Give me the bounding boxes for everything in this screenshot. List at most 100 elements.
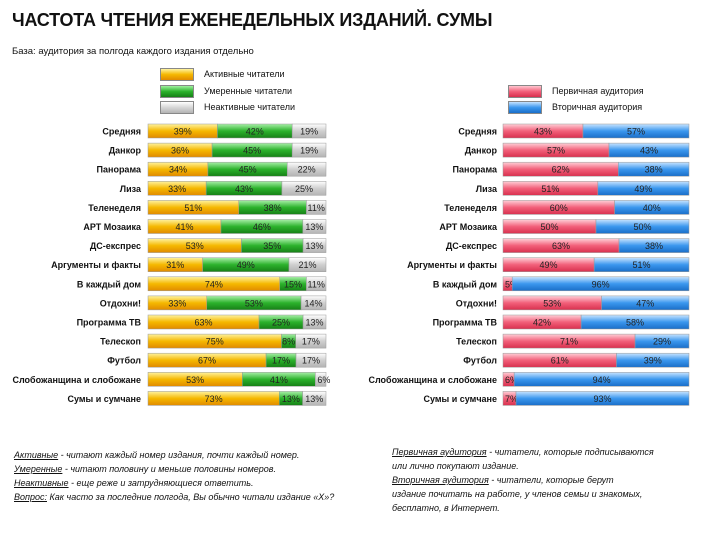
frequency-chart-label: Лиза (120, 184, 142, 194)
frequency-chart-label: Данкор (109, 146, 142, 156)
audience-chart: Средняя 43% 57% Данкор 57% 43% Панорама 62% 38% Л… (368, 123, 690, 406)
frequency-chart-value-label: 25% (295, 184, 313, 194)
frequency-chart-bar (288, 257, 327, 272)
frequency-chart-value-label: 73% (205, 394, 223, 404)
frequency-chart-label: Телескоп (100, 337, 141, 347)
frequency-chart-value-label: 41% (270, 375, 288, 385)
frequency-chart-value-label: 75% (206, 337, 224, 347)
audience-chart-bar (618, 238, 690, 253)
audience-chart-bar (601, 295, 690, 311)
frequency-chart-value-label: 35% (263, 241, 281, 251)
frequency-chart-bar (295, 352, 327, 368)
audience-chart-value-label: 38% (645, 241, 663, 251)
frequency-chart-value-label: 13% (306, 241, 324, 251)
audience-chart-value-label: 40% (643, 203, 661, 213)
audience-chart-value-label: 43% (534, 127, 552, 137)
frequency-chart-bar (291, 142, 327, 158)
frequency-chart-value-label: 36% (171, 146, 189, 156)
frequency-chart-value-label: 17% (272, 356, 290, 366)
audience-chart-label: АРТ Мозаика (439, 222, 498, 232)
frequency-chart-value-label: 39% (174, 127, 192, 137)
note-right-term: Первичная аудитория (392, 447, 487, 457)
frequency-chart-value-label: 53% (186, 375, 204, 385)
audience-chart-value-label: 39% (644, 356, 662, 366)
frequency-chart-label: Аргументы и факты (51, 260, 141, 270)
frequency-chart-bar (306, 276, 327, 292)
audience-chart-label: ДС-експрес (446, 241, 497, 251)
frequency-chart-label: В каждый дом (77, 279, 141, 289)
audience-chart-bar (515, 391, 690, 406)
legend-label-inactive: Неактивные читатели (204, 102, 295, 112)
audience-chart-bar (618, 161, 690, 177)
audience-chart-value-label: 62% (552, 165, 570, 175)
note-right-term: Вторичная аудитория (392, 475, 489, 485)
frequency-chart-value-label: 53% (186, 241, 204, 251)
frequency-chart-value-label: 38% (264, 203, 282, 213)
audience-chart-value-label: 57% (547, 146, 565, 156)
note-right-text: бесплатно, в Интернет. (392, 503, 500, 513)
audience-chart-bar (593, 257, 690, 272)
legend-label-secondary: Вторичная аудитория (552, 102, 643, 112)
audience-chart-value-label: 63% (552, 241, 570, 251)
note-right-text: - читатели, которые берут (488, 475, 614, 485)
frequency-chart-value-label: 14% (305, 298, 323, 308)
note-left-line: Вопрос: Как часто за последние полгода, … (14, 490, 334, 504)
frequency-chart-label: Отдохни! (100, 298, 141, 308)
frequency-chart-bar (306, 200, 327, 215)
frequency-chart-value-label: 19% (300, 127, 318, 137)
legend-label-moderate: Умеренные читатели (204, 86, 292, 96)
legend-swatch-primary (508, 85, 542, 98)
audience-chart-value-label: 29% (653, 337, 671, 347)
frequency-chart-label: Сумы и сумчане (68, 394, 142, 404)
audience-chart-label: Сумы и сумчане (424, 394, 498, 404)
frequency-chart-bar (281, 181, 327, 196)
audience-chart-value-label: 61% (551, 356, 569, 366)
audience-chart-label: Программа ТВ (433, 318, 498, 328)
audience-chart-bar (513, 372, 690, 387)
note-left-text: - еще реже и затрудняющиеся ответить. (68, 478, 254, 488)
audience-chart-value-label: 58% (626, 318, 644, 328)
frequency-chart-value-label: 8% (282, 337, 295, 347)
note-right-line: издание почитать на работе, у членов сем… (392, 487, 654, 501)
note-right-text: - читатели, которые подписываются (486, 447, 654, 457)
frequency-chart-value-label: 17% (302, 356, 320, 366)
note-left-line: Неактивные - еще реже и затрудняющиеся о… (14, 476, 334, 490)
frequency-chart-bar (286, 161, 327, 177)
audience-chart-value-label: 5% (505, 279, 518, 289)
frequency-chart-value-label: 42% (246, 127, 264, 137)
audience-chart-bar (580, 314, 690, 330)
frequency-chart-value-label: 67% (198, 356, 216, 366)
notes-left: Активные - читают каждый номер издания, … (14, 448, 334, 504)
legend-swatch-inactive (160, 101, 194, 114)
frequency-chart-bar (302, 238, 327, 253)
frequency-chart-value-label: 43% (235, 184, 253, 194)
frequency-chart-label: Панорама (97, 165, 142, 175)
frequency-chart-value-label: 22% (298, 165, 316, 175)
note-left-term: Неактивные (14, 478, 69, 488)
audience-chart-value-label: 93% (594, 394, 612, 404)
frequency-chart-bar (300, 295, 327, 311)
audience-chart-label: В каждый дом (433, 279, 497, 289)
frequency-chart-value-label: 21% (298, 260, 316, 270)
legend-swatch-moderate (160, 85, 194, 98)
frequency-chart-label: Теленеделя (88, 203, 141, 213)
audience-chart-label: Отдохни! (456, 298, 497, 308)
frequency-chart-value-label: 25% (272, 318, 290, 328)
frequency-chart-value-label: 31% (166, 260, 184, 270)
note-left-text: Как часто за последние полгода, Вы обычн… (46, 492, 335, 502)
base-note: База: аудитория за полгода каждого издан… (12, 46, 254, 57)
frequency-chart-value-label: 63% (195, 318, 213, 328)
frequency-chart-value-label: 15% (284, 279, 302, 289)
frequency-chart-value-label: 11% (308, 203, 325, 213)
audience-chart-value-label: 38% (645, 165, 663, 175)
frequency-chart-value-label: 34% (169, 165, 187, 175)
page-title: ЧАСТОТА ЧТЕНИЯ ЕЖЕНЕДЕЛЬНЫХ ИЗДАНИЙ. СУМ… (12, 10, 493, 30)
audience-chart-value-label: 42% (533, 318, 551, 328)
frequency-chart-value-label: 45% (239, 165, 257, 175)
audience-chart-value-label: 7% (505, 394, 518, 404)
frequency-chart-value-label: 13% (306, 318, 324, 328)
audience-chart-bar (597, 181, 690, 196)
frequency-chart-label: Слобожанщина и слобожане (12, 375, 141, 385)
audience-chart-label: Панорама (453, 165, 498, 175)
note-right-text: издание почитать на работе, у членов сем… (392, 489, 643, 499)
